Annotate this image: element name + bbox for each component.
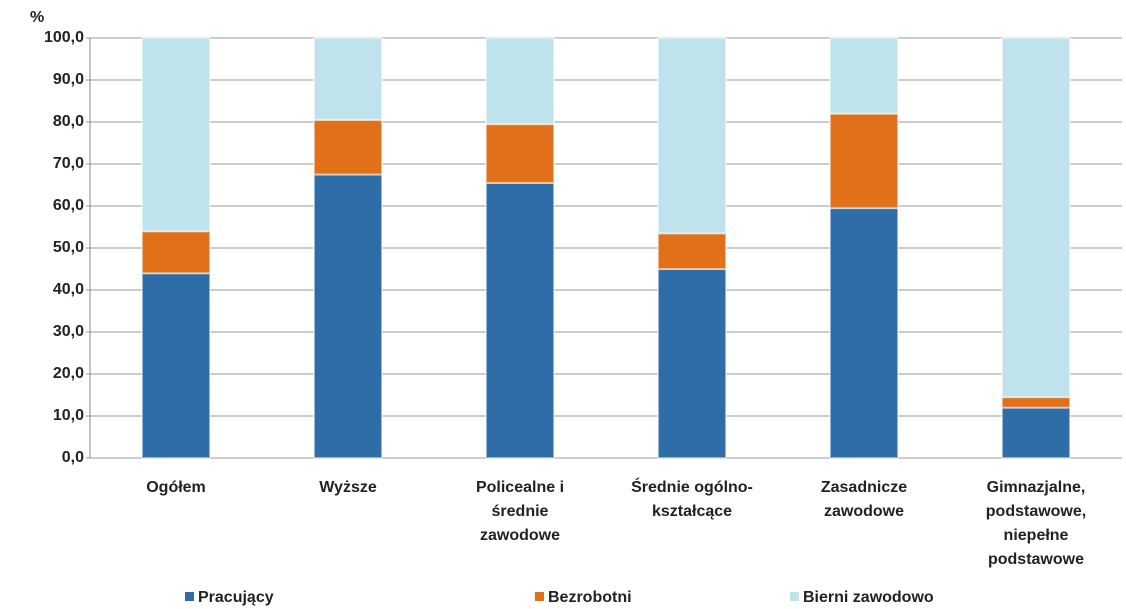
y-tick-label: 90,0	[53, 71, 84, 88]
y-tick-label: 10,0	[53, 407, 84, 424]
bar-segment	[485, 181, 555, 459]
bar-segment	[313, 173, 383, 459]
x-tick-label: kształcące	[652, 503, 732, 520]
x-tick-label: Średnie ogólno-	[631, 477, 753, 496]
y-tick-label: 60,0	[53, 197, 84, 214]
x-tick-label: Ogółem	[146, 479, 206, 496]
x-tick-label: zawodowe	[824, 503, 904, 520]
legend-label: Bierni zawodowo	[803, 589, 934, 606]
x-tick-label: zawodowe	[480, 527, 560, 544]
bar-segment	[657, 232, 727, 271]
x-tick-label: Gimnazjalne,	[987, 479, 1086, 496]
bar-segment	[1001, 37, 1071, 399]
legend-label: Pracujący	[198, 589, 274, 606]
bar-segment	[313, 37, 383, 121]
bar-segment	[485, 37, 555, 126]
y-tick-label: 70,0	[53, 155, 84, 172]
bar-segment	[1001, 406, 1071, 460]
y-tick-label: 80,0	[53, 113, 84, 130]
x-tick-label: Wyższe	[319, 479, 377, 496]
x-tick-label: średnie	[492, 503, 549, 520]
bar-segment	[313, 118, 383, 176]
bar-segment	[657, 37, 727, 235]
legend-swatch	[535, 592, 544, 601]
y-tick-label: 100,0	[44, 29, 84, 46]
bar-segment	[141, 230, 211, 275]
legend-swatch	[185, 592, 194, 601]
bar-segment	[485, 123, 555, 184]
legend-swatch	[790, 592, 799, 601]
bar-segment	[829, 112, 899, 210]
x-tick-label: podstawowe	[988, 551, 1084, 568]
bar-segment	[829, 207, 899, 459]
y-axis-label: %	[30, 9, 44, 26]
y-tick-label: 20,0	[53, 365, 84, 382]
bar-segment	[657, 268, 727, 459]
bar-segment	[141, 37, 211, 233]
y-tick-label: 30,0	[53, 323, 84, 340]
y-tick-label: 50,0	[53, 239, 84, 256]
x-tick-label: niepełne	[1004, 527, 1069, 544]
bar-segment	[829, 37, 899, 115]
legend-label: Bezrobotni	[548, 589, 632, 606]
bar-segment	[1001, 396, 1071, 409]
y-tick-label: 40,0	[53, 281, 84, 298]
x-tick-label: Policealne i	[476, 479, 564, 496]
x-tick-label: podstawowe,	[986, 503, 1086, 520]
bar-segment	[141, 272, 211, 460]
x-tick-label: Zasadnicze	[821, 479, 907, 496]
y-tick-label: 0,0	[62, 449, 84, 466]
